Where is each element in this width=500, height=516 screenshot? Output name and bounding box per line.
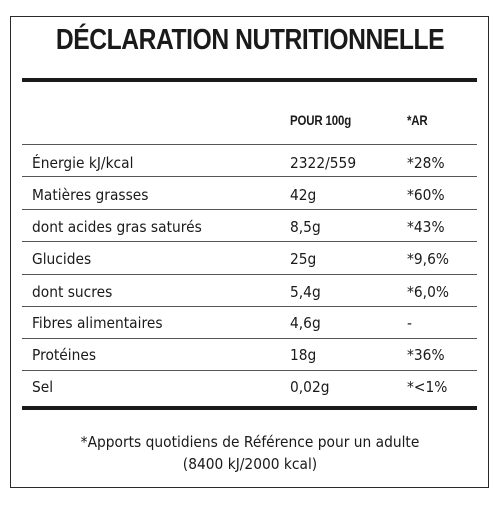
label-title: DÉCLARATION NUTRITIONNELLE bbox=[55, 24, 445, 56]
title-divider bbox=[22, 78, 477, 82]
nutrient-ar: *<1% bbox=[407, 378, 448, 396]
footnote-line-1: *Apports quotidiens de Référence pour un… bbox=[80, 433, 420, 451]
table-header: POUR 100g *AR bbox=[0, 112, 500, 132]
nutrient-name: Fibres alimentaires bbox=[32, 314, 163, 332]
nutrient-value: 2322/559 bbox=[290, 154, 357, 172]
table-row-fibre: Fibres alimentaires 4,6g - bbox=[0, 314, 500, 334]
nutrient-name: Matières grasses bbox=[32, 186, 149, 204]
nutrient-name: dont acides gras saturés bbox=[32, 218, 202, 236]
nutrient-ar: *28% bbox=[407, 154, 445, 172]
header-divider bbox=[22, 144, 477, 145]
nutrient-ar: *9,6% bbox=[407, 250, 449, 268]
nutrient-ar: *36% bbox=[407, 346, 445, 364]
nutrient-ar: - bbox=[407, 314, 412, 332]
nutrient-value: 4,6g bbox=[290, 314, 321, 332]
row-divider bbox=[22, 274, 477, 275]
nutrition-label bbox=[10, 16, 489, 488]
nutrient-name: Sel bbox=[32, 378, 54, 396]
row-divider bbox=[22, 241, 477, 242]
table-row-sugars: dont sucres 5,4g *6,0% bbox=[0, 283, 500, 303]
row-divider bbox=[22, 306, 477, 307]
nutrient-value: 0,02g bbox=[290, 378, 330, 396]
footnote-line-2: (8400 kJ/2000 kcal) bbox=[182, 455, 318, 473]
nutrient-value: 42g bbox=[290, 186, 317, 204]
nutrient-value: 5,4g bbox=[290, 283, 321, 301]
column-header-per-100g: POUR 100g bbox=[290, 112, 352, 128]
table-row-carbohydrates: Glucides 25g *9,6% bbox=[0, 250, 500, 270]
nutrient-ar: *60% bbox=[407, 186, 445, 204]
column-header-ar: *AR bbox=[407, 112, 428, 128]
nutrient-name: Protéines bbox=[32, 346, 97, 364]
nutrient-value: 25g bbox=[290, 250, 317, 268]
nutrient-value: 8,5g bbox=[290, 218, 321, 236]
row-divider bbox=[22, 338, 477, 339]
table-row-protein: Protéines 18g *36% bbox=[0, 346, 500, 366]
table-bottom-divider bbox=[22, 406, 477, 410]
table-row-salt: Sel 0,02g *<1% bbox=[0, 378, 500, 398]
nutrient-ar: *6,0% bbox=[407, 283, 449, 301]
table-row-energy: Énergie kJ/kcal 2322/559 *28% bbox=[0, 154, 500, 174]
nutrient-ar: *43% bbox=[407, 218, 445, 236]
reference-intake-footnote: *Apports quotidiens de Référence pour un… bbox=[20, 431, 480, 475]
table-row-fat: Matières grasses 42g *60% bbox=[0, 186, 500, 206]
row-divider bbox=[22, 370, 477, 371]
table-row-saturated-fat: dont acides gras saturés 8,5g *43% bbox=[0, 218, 500, 238]
row-divider bbox=[22, 209, 477, 210]
nutrient-value: 18g bbox=[290, 346, 317, 364]
nutrient-name: Énergie kJ/kcal bbox=[32, 154, 134, 172]
row-divider bbox=[22, 176, 477, 177]
nutrient-name: Glucides bbox=[32, 250, 92, 268]
nutrient-name: dont sucres bbox=[32, 283, 113, 301]
